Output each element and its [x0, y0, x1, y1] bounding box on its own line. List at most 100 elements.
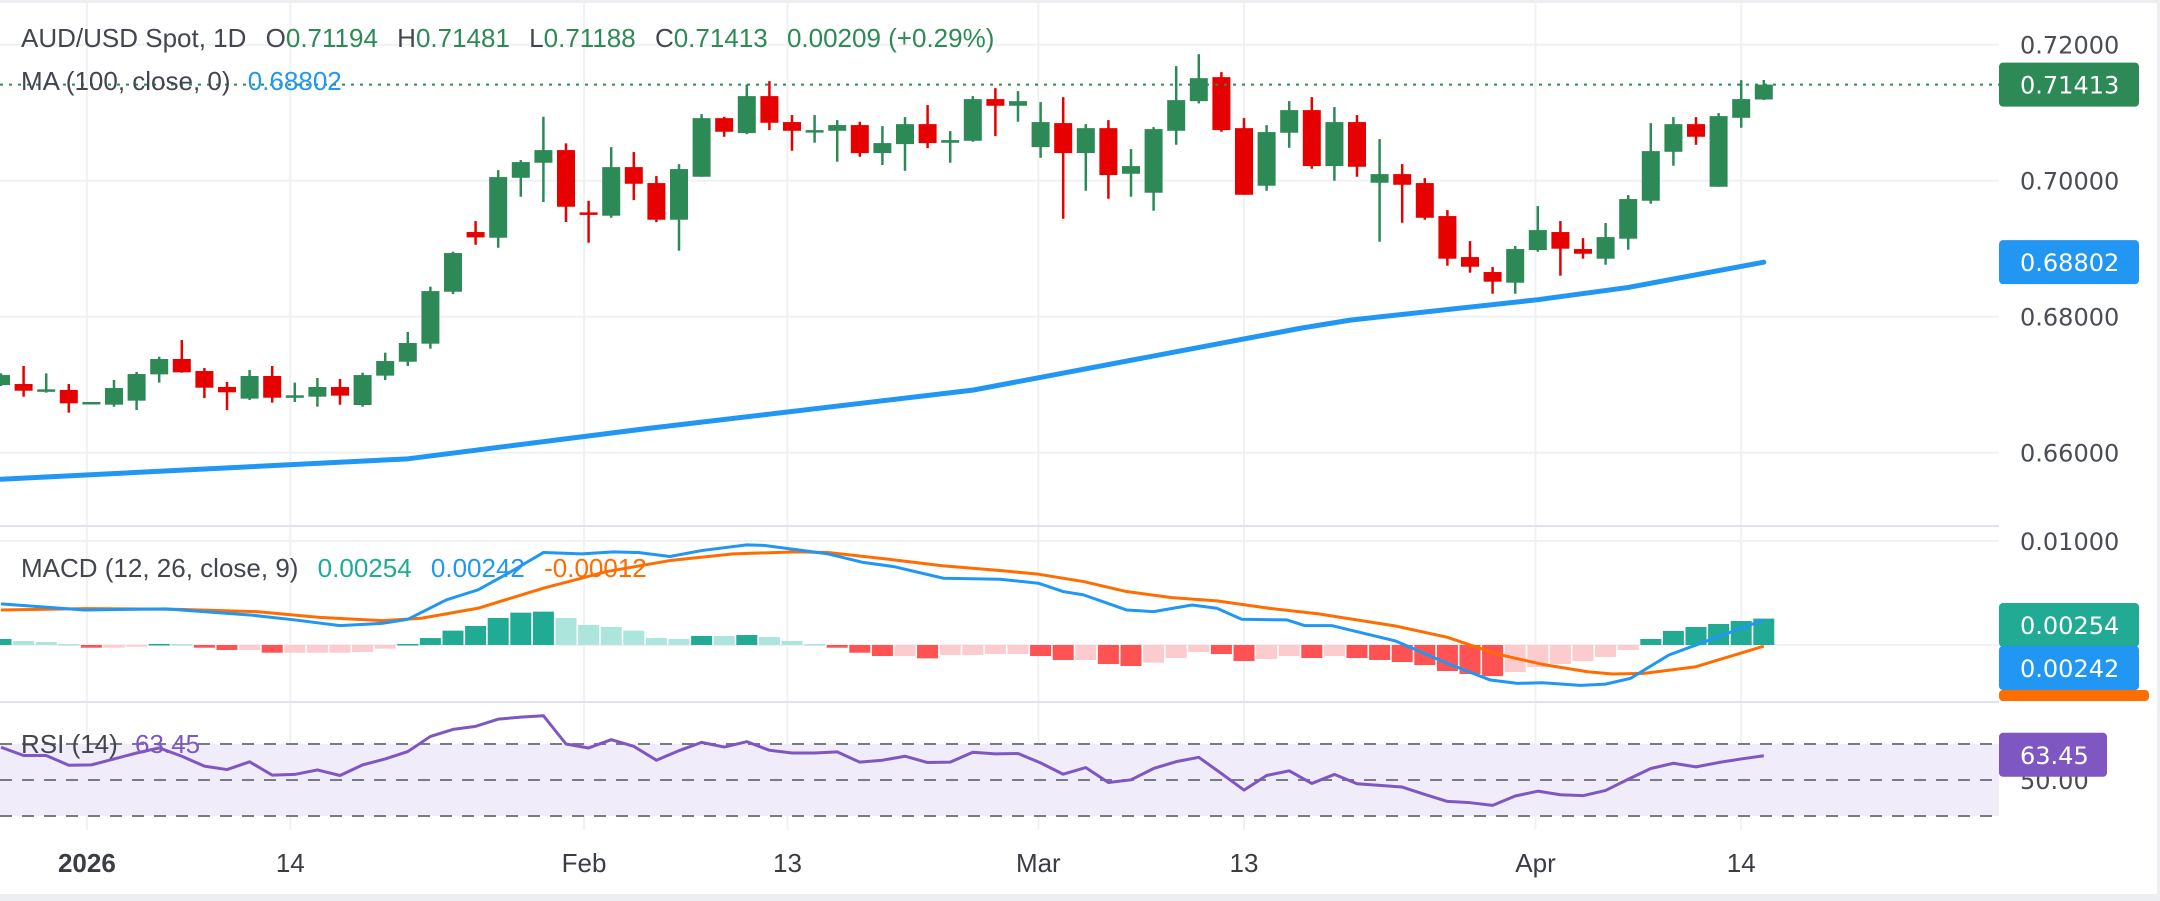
candle-up[interactable]: [489, 170, 508, 248]
candle-up[interactable]: [127, 371, 146, 410]
candle-up[interactable]: [896, 117, 914, 171]
pane-divider-rsi[interactable]: [0, 701, 2158, 703]
candle-up[interactable]: [1596, 223, 1615, 265]
histogram-bar: [1346, 645, 1368, 658]
candle-down[interactable]: [195, 368, 214, 399]
candle-body: [557, 150, 575, 207]
candle-down[interactable]: [1415, 178, 1434, 220]
candle-up[interactable]: [602, 147, 621, 218]
candle-down[interactable]: [1393, 164, 1412, 223]
candle-up[interactable]: [670, 164, 688, 251]
candle-up[interactable]: [0, 373, 10, 386]
candle-body: [1348, 122, 1366, 167]
candle-up[interactable]: [398, 332, 417, 366]
candle-up[interactable]: [828, 120, 847, 162]
candle-up[interactable]: [240, 370, 259, 400]
candle-up[interactable]: [353, 372, 372, 407]
candle-up[interactable]: [421, 286, 440, 349]
candle-down[interactable]: [579, 200, 598, 243]
candle-down[interactable]: [1551, 221, 1570, 276]
candle-down[interactable]: [59, 384, 78, 413]
candle-up[interactable]: [1528, 206, 1547, 252]
candle-down[interactable]: [557, 143, 575, 223]
candle-down[interactable]: [760, 81, 779, 131]
candle-down[interactable]: [647, 176, 666, 223]
candle-down[interactable]: [715, 116, 734, 137]
candle-up[interactable]: [1280, 101, 1299, 148]
candle-down[interactable]: [918, 105, 937, 149]
candle-up[interactable]: [1325, 107, 1344, 181]
candle-up[interactable]: [1732, 80, 1751, 128]
candle-down[interactable]: [850, 121, 869, 157]
candle-body: [670, 169, 688, 220]
candle-up[interactable]: [1167, 66, 1186, 145]
candle-up[interactable]: [1189, 54, 1208, 104]
candle-up[interactable]: [37, 373, 56, 393]
price-axis[interactable]: 0.720000.700000.680000.660000.0100050.00…: [1999, 3, 2157, 894]
candle-up[interactable]: [1076, 124, 1095, 191]
macd-signal-tag: -0.00012: [1999, 690, 2149, 701]
candle-down[interactable]: [1438, 210, 1457, 266]
candle-down[interactable]: [14, 366, 33, 397]
candle-up[interactable]: [692, 114, 711, 177]
candle-up[interactable]: [511, 160, 530, 197]
ma-legend[interactable]: MA (100, close, 0) 0.68802: [21, 66, 342, 96]
ma-100-polyline: [0, 259, 1767, 482]
candle-up[interactable]: [444, 251, 462, 295]
candle-up[interactable]: [737, 84, 756, 135]
candle-down[interactable]: [986, 88, 1005, 137]
candle-up[interactable]: [1257, 125, 1276, 191]
candle-up[interactable]: [82, 401, 101, 405]
histogram-bar: [1278, 645, 1300, 657]
candle-up[interactable]: [285, 382, 304, 402]
candle-down[interactable]: [624, 152, 643, 201]
candle-down[interactable]: [263, 366, 282, 403]
candle-up[interactable]: [150, 356, 169, 383]
rsi-legend[interactable]: RSI (14) 63.45: [21, 729, 200, 759]
candle-down[interactable]: [466, 221, 485, 245]
candle-up[interactable]: [941, 131, 960, 163]
candle-up[interactable]: [1506, 246, 1525, 294]
candle-up[interactable]: [1031, 102, 1050, 158]
candle-up[interactable]: [1641, 123, 1660, 204]
candle-down[interactable]: [1348, 115, 1366, 177]
candle-down[interactable]: [1212, 72, 1231, 132]
candle-down[interactable]: [172, 340, 191, 373]
candle-up[interactable]: [1664, 117, 1683, 166]
histogram-bar: [352, 645, 374, 652]
candle-up[interactable]: [1009, 91, 1027, 122]
histogram-bar: [487, 617, 509, 645]
candle-down[interactable]: [1574, 238, 1592, 259]
candle-down[interactable]: [1461, 241, 1479, 273]
candle-down[interactable]: [1235, 118, 1253, 195]
candle-down[interactable]: [1483, 267, 1502, 294]
candle-up[interactable]: [1122, 149, 1140, 197]
candle-up[interactable]: [805, 115, 824, 143]
bottom-border: [0, 894, 2160, 901]
candle-up[interactable]: [308, 378, 327, 407]
candle-up[interactable]: [1754, 79, 1773, 100]
time-axis[interactable]: 2026 14 Feb 13 Mar 13 Apr 14: [58, 848, 1756, 878]
candle-down[interactable]: [1054, 97, 1073, 219]
candle-down[interactable]: [1099, 120, 1118, 199]
candle-up[interactable]: [1370, 139, 1389, 242]
histogram-bar: [1595, 645, 1617, 658]
candle-down[interactable]: [331, 378, 349, 405]
candles[interactable]: [0, 54, 1773, 413]
candle-down[interactable]: [1302, 97, 1321, 169]
candle-up[interactable]: [963, 96, 982, 142]
open-label: O: [266, 23, 286, 53]
pane-divider-macd[interactable]: [0, 525, 2158, 527]
candle-up[interactable]: [376, 352, 395, 381]
macd-legend[interactable]: MACD (12, 26, close, 9) 0.00254 0.00242 …: [21, 553, 647, 583]
candle-up[interactable]: [873, 126, 892, 166]
candle-up[interactable]: [1709, 113, 1728, 187]
candle-down[interactable]: [783, 115, 801, 151]
candle-up[interactable]: [534, 116, 553, 203]
candle-up[interactable]: [105, 380, 123, 407]
candle-down[interactable]: [218, 381, 236, 410]
candle-down[interactable]: [1687, 117, 1705, 145]
candle-up[interactable]: [1144, 127, 1163, 211]
candle-up[interactable]: [1619, 195, 1638, 250]
